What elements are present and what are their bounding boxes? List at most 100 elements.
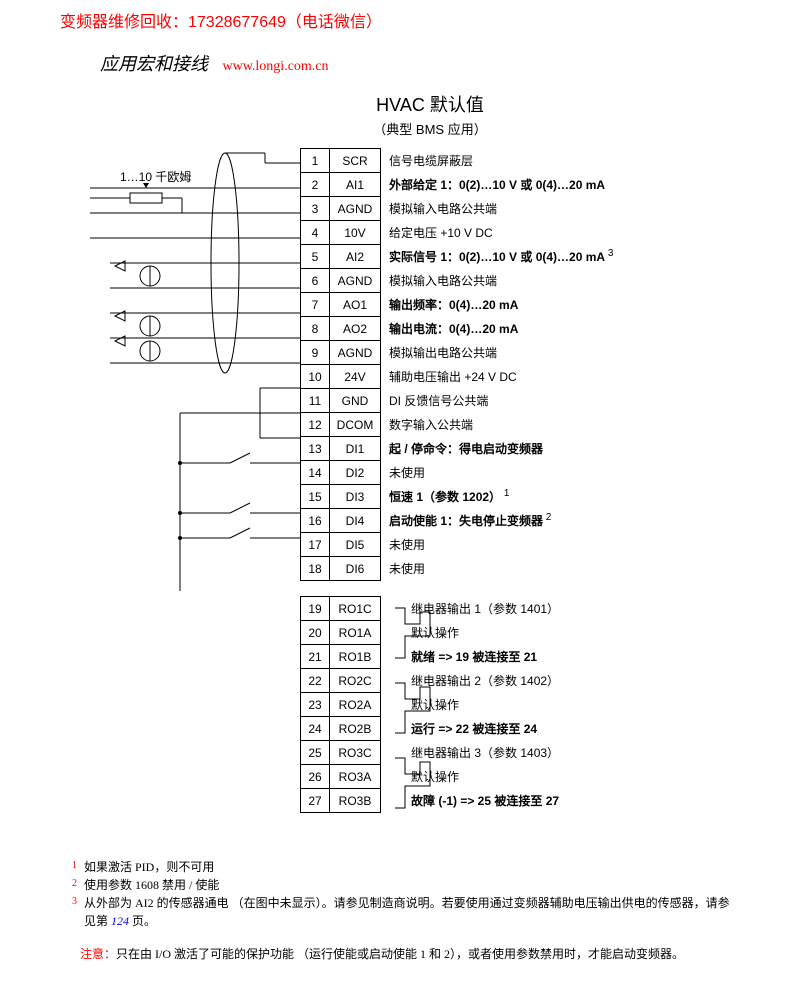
terminal-desc: 默认操作	[381, 693, 772, 717]
terminal-desc: DI 反馈信号公共端	[381, 389, 750, 413]
terminal-num: 16	[301, 509, 330, 533]
terminal-num: 21	[301, 645, 330, 669]
terminal-row: 21RO1B就绪 => 19 被连接至 21	[301, 645, 772, 669]
sub-title: （典型 BMS 应用）	[60, 119, 800, 138]
terminal-num: 25	[301, 741, 330, 765]
terminal-num: 24	[301, 717, 330, 741]
terminal-num: 5	[301, 245, 330, 269]
terminal-desc: 默认操作	[381, 621, 772, 645]
terminal-desc: 未使用	[381, 557, 750, 581]
terminal-label: AI2	[330, 245, 381, 269]
terminal-row: 27RO3B故障 (-1) => 25 被连接至 27	[301, 789, 772, 813]
terminal-label: RO3B	[330, 789, 381, 813]
terminal-desc: 信号电缆屏蔽层	[381, 149, 750, 173]
terminal-row: 5AI2实际信号 1：0(2)…10 V 或 0(4)…20 mA 3	[301, 245, 750, 269]
terminal-label: DI5	[330, 533, 381, 557]
url-link: www.longi.com.cn	[223, 59, 329, 74]
terminal-row: 1SCR信号电缆屏蔽层	[301, 149, 750, 173]
terminal-row: 19RO1C继电器输出 1（参数 1401）	[301, 597, 772, 621]
terminal-row: 25RO3C继电器输出 3（参数 1403）	[301, 741, 772, 765]
terminal-num: 19	[301, 597, 330, 621]
terminal-num: 10	[301, 365, 330, 389]
terminal-num: 26	[301, 765, 330, 789]
terminal-desc: 运行 => 22 被连接至 24	[381, 717, 772, 741]
attention-label: 注意：	[80, 947, 116, 961]
attention-text: 只在由 I/O 激活了可能的保护功能 （运行使能或启动使能 1 和 2），或者使…	[116, 947, 684, 961]
terminal-desc: 未使用	[381, 461, 750, 485]
terminal-label: DI4	[330, 509, 381, 533]
terminal-desc: 给定电压 +10 V DC	[381, 221, 750, 245]
terminal-desc: 模拟输入电路公共端	[381, 269, 750, 293]
terminal-row: 20RO1A默认操作	[301, 621, 772, 645]
terminal-label: AI1	[330, 173, 381, 197]
terminal-label: DI1	[330, 437, 381, 461]
terminal-label: DCOM	[330, 413, 381, 437]
header-contact: 变频器维修回收：17328677649（电话微信）	[0, 0, 800, 40]
footnote-3b: 页。	[132, 914, 156, 928]
terminal-label: DI2	[330, 461, 381, 485]
terminal-desc: 模拟输入电路公共端	[381, 197, 750, 221]
terminal-num: 15	[301, 485, 330, 509]
terminal-num: 4	[301, 221, 330, 245]
terminal-desc: 恒速 1（参数 1202） 1	[381, 485, 750, 509]
terminal-label: AGND	[330, 341, 381, 365]
terminal-label: RO3A	[330, 765, 381, 789]
terminal-row: 13DI1起 / 停命令：得电启动变频器	[301, 437, 750, 461]
footnote-2: 使用参数 1608 禁用 / 使能	[84, 878, 219, 892]
terminal-row: 26RO3A默认操作	[301, 765, 772, 789]
terminal-desc: 模拟输出电路公共端	[381, 341, 750, 365]
terminal-block-1: 1SCR信号电缆屏蔽层2AI1外部给定 1：0(2)…10 V 或 0(4)…2…	[300, 148, 749, 581]
terminal-row: 1024V辅助电压输出 +24 V DC	[301, 365, 750, 389]
terminal-label: AO2	[330, 317, 381, 341]
terminal-label: RO3C	[330, 741, 381, 765]
terminal-label: RO1C	[330, 597, 381, 621]
page-ref: 124	[111, 914, 129, 928]
terminal-num: 8	[301, 317, 330, 341]
terminal-num: 13	[301, 437, 330, 461]
terminal-desc: 输出电流：0(4)…20 mA	[381, 317, 750, 341]
terminal-num: 11	[301, 389, 330, 413]
terminal-desc: 故障 (-1) => 25 被连接至 27	[381, 789, 772, 813]
terminal-desc: 输出频率：0(4)…20 mA	[381, 293, 750, 317]
terminal-row: 3AGND模拟输入电路公共端	[301, 197, 750, 221]
terminal-row: 11GNDDI 反馈信号公共端	[301, 389, 750, 413]
terminal-label: RO1A	[330, 621, 381, 645]
terminal-desc: 外部给定 1：0(2)…10 V 或 0(4)…20 mA	[381, 173, 750, 197]
terminal-num: 12	[301, 413, 330, 437]
terminal-row: 23RO2A默认操作	[301, 693, 772, 717]
terminal-desc: 辅助电压输出 +24 V DC	[381, 365, 750, 389]
terminal-row: 410V给定电压 +10 V DC	[301, 221, 750, 245]
terminal-num: 17	[301, 533, 330, 557]
terminal-row: 24RO2B运行 => 22 被连接至 24	[301, 717, 772, 741]
terminal-row: 17DI5未使用	[301, 533, 750, 557]
terminal-desc: 未使用	[381, 533, 750, 557]
terminal-label: 10V	[330, 221, 381, 245]
terminal-num: 14	[301, 461, 330, 485]
terminal-row: 15DI3恒速 1（参数 1202） 1	[301, 485, 750, 509]
attention-block: 注意：只在由 I/O 激活了可能的保护功能 （运行使能或启动使能 1 和 2），…	[0, 940, 800, 983]
terminal-label: DI3	[330, 485, 381, 509]
ohm-label: 1…10 千欧姆	[120, 168, 191, 185]
terminal-desc: 启动使能 1：失电停止变频器 2	[381, 509, 750, 533]
terminal-label: RO2B	[330, 717, 381, 741]
terminal-row: 22RO2C继电器输出 2（参数 1402）	[301, 669, 772, 693]
main-title: HVAC 默认值	[60, 91, 800, 117]
terminal-num: 3	[301, 197, 330, 221]
terminal-label: 24V	[330, 365, 381, 389]
terminal-row: 6AGND模拟输入电路公共端	[301, 269, 750, 293]
terminal-desc: 就绪 => 19 被连接至 21	[381, 645, 772, 669]
terminal-label: GND	[330, 389, 381, 413]
terminal-label: RO2C	[330, 669, 381, 693]
terminal-block-2: 19RO1C继电器输出 1（参数 1401）20RO1A默认操作21RO1B就绪…	[300, 596, 771, 813]
terminal-row: 16DI4启动使能 1：失电停止变频器 2	[301, 509, 750, 533]
terminal-label: RO2A	[330, 693, 381, 717]
footnotes: 1如果激活 PID，则不可用 2使用参数 1608 禁用 / 使能 3从外部为 …	[0, 848, 800, 940]
terminal-desc: 数字输入公共端	[381, 413, 750, 437]
terminal-label: SCR	[330, 149, 381, 173]
terminal-num: 22	[301, 669, 330, 693]
footnote-3a: 从外部为 AI2 的传感器通电 （在图中未显示）。请参见制造商说明。若要使用通过…	[84, 896, 730, 928]
terminal-label: AO1	[330, 293, 381, 317]
terminal-num: 23	[301, 693, 330, 717]
terminal-row: 18DI6未使用	[301, 557, 750, 581]
terminal-label: RO1B	[330, 645, 381, 669]
